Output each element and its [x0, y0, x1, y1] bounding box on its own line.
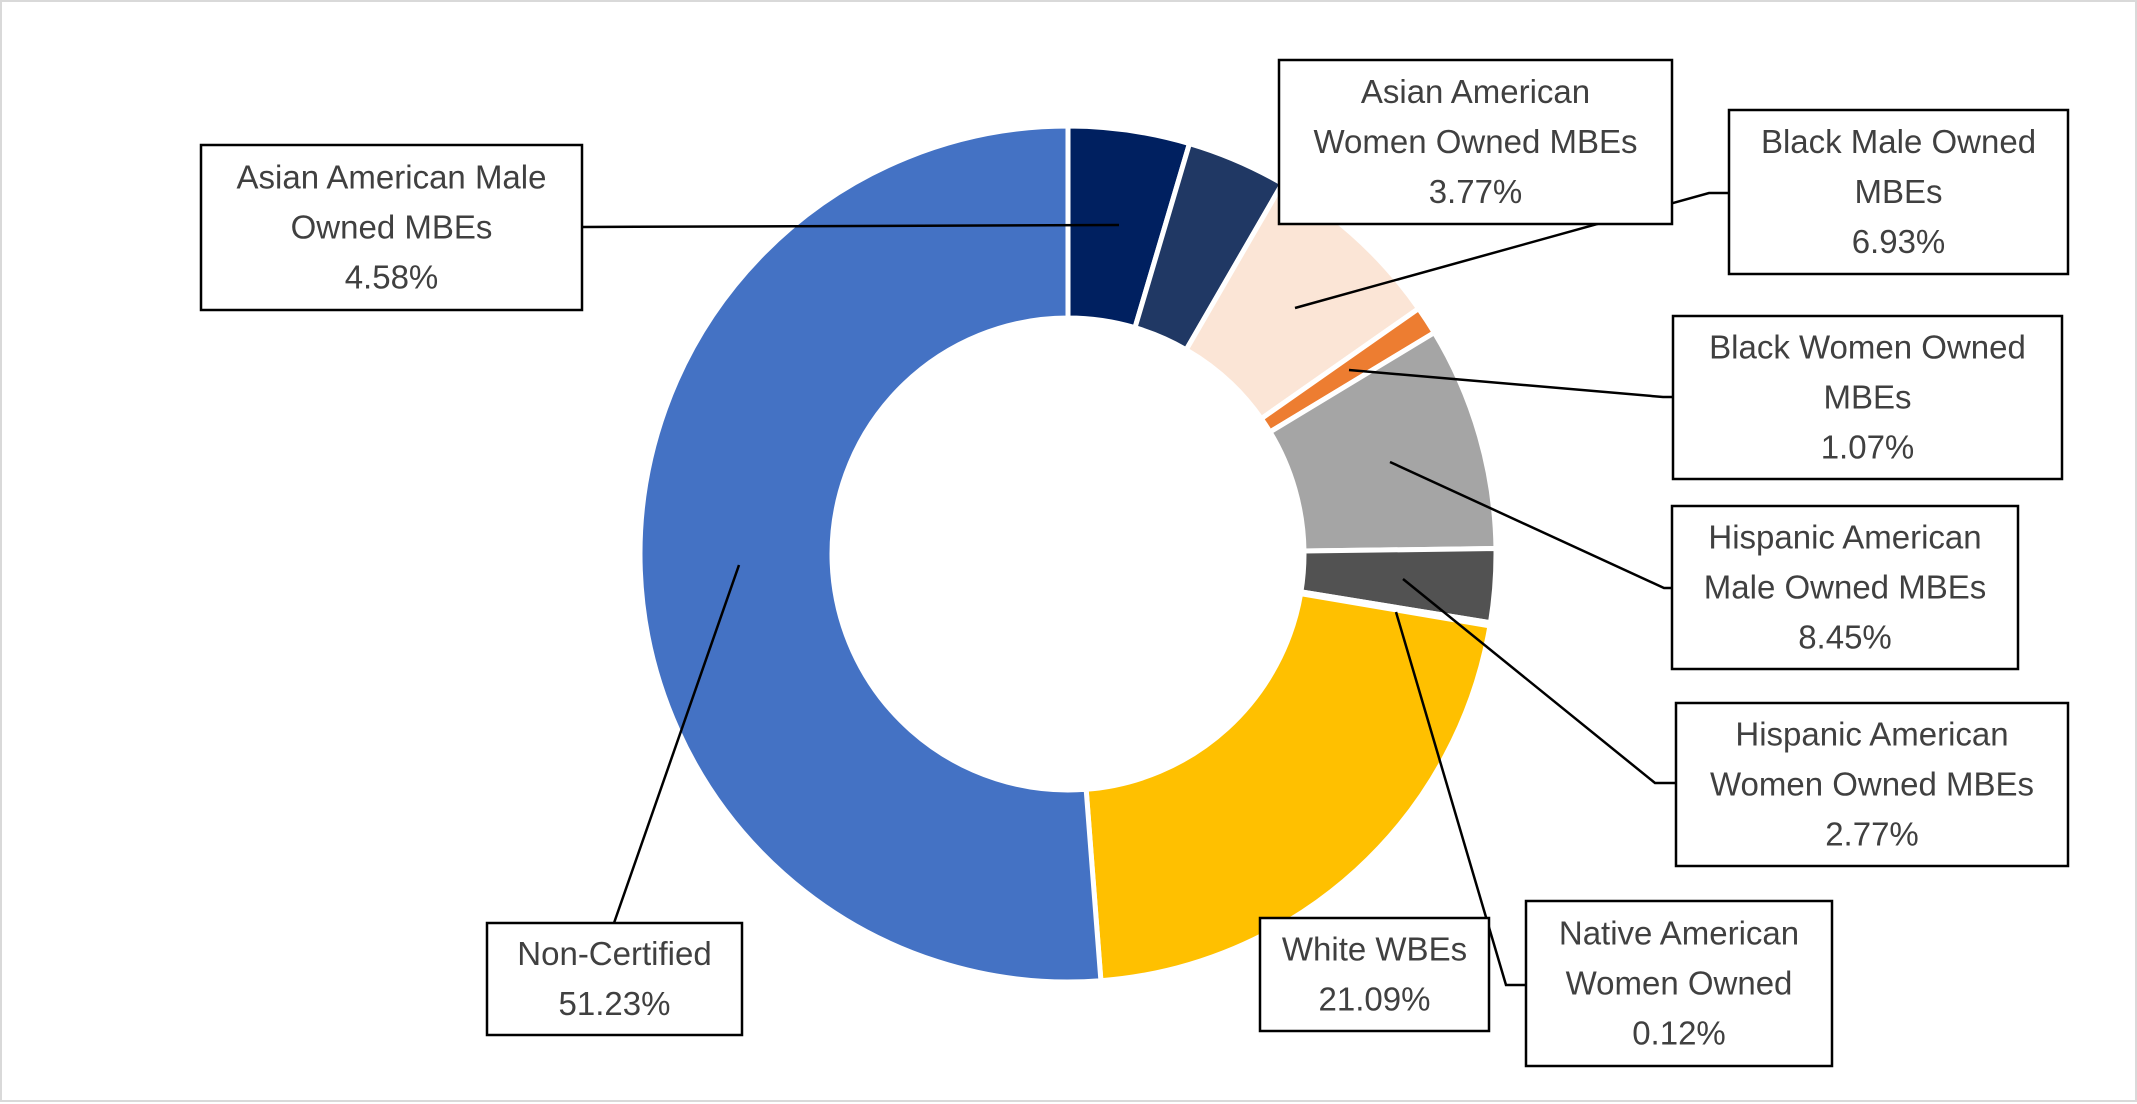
data-label-value: 0.12%	[1632, 1015, 1726, 1052]
data-label-value: 8.45%	[1798, 619, 1892, 656]
label-box	[1671, 314, 2064, 481]
data-label-category: Non-Certified	[517, 935, 711, 972]
data-label-category: Women Owned	[1566, 965, 1793, 1002]
leader-asian-american-male-owned-mbes	[581, 223, 1120, 229]
label-box	[1524, 899, 1834, 1068]
data-label-value: 3.77%	[1429, 173, 1523, 210]
data-label-value: 4.58%	[345, 259, 439, 296]
label-box	[1277, 58, 1674, 226]
label-box	[199, 143, 584, 312]
label-box	[1727, 108, 2070, 276]
label-box	[485, 921, 744, 1037]
leader-lines-group	[581, 191, 1729, 987]
data-label-category: Asian American Male	[237, 159, 547, 196]
data-label-category: Male Owned MBEs	[1704, 569, 1986, 606]
slice-white-wbes	[1083, 591, 1493, 984]
label-box	[1674, 701, 2070, 868]
label-white-wbes: White WBEs 21.09%	[1258, 916, 1491, 1033]
label-box	[1670, 504, 2020, 671]
slices-group	[637, 123, 1499, 985]
data-label-category: MBEs	[1854, 173, 1942, 210]
data-label-category: Women Owned MBEs	[1710, 766, 2034, 803]
label-hispanic-american-male-owned-mbes: Hispanic American Male Owned MBEs 8.45%	[1670, 504, 2020, 671]
data-label-category: Asian American	[1361, 73, 1590, 110]
label-box	[1258, 916, 1491, 1033]
data-label-value: 1.07%	[1821, 429, 1915, 466]
label-native-american-women-owned: Native American Women Owned 0.12%	[1524, 899, 1834, 1068]
data-label-category: Hispanic American	[1708, 519, 1981, 556]
leader-black-women-owned-mbes	[1348, 368, 1673, 399]
label-black-male-owned-mbes: Black Male Owned MBEs 6.93%	[1727, 108, 2070, 276]
leader-native-american-women-owned	[1394, 611, 1526, 987]
data-label-category: Women Owned MBEs	[1313, 123, 1637, 160]
data-label-value: 21.09%	[1319, 981, 1431, 1018]
data-label-category: Black Male Owned	[1761, 123, 2036, 160]
data-label-value: 51.23%	[559, 985, 671, 1022]
leader-hispanic-american-women-owned-mbes	[1402, 578, 1676, 785]
leader-black-male-owned-mbes	[1294, 191, 1729, 310]
data-label-value: 2.77%	[1825, 816, 1919, 853]
data-label-value: 6.93%	[1852, 223, 1946, 260]
label-black-women-owned-mbes: Black Women Owned MBEs 1.07%	[1671, 314, 2064, 481]
data-label-category: White WBEs	[1282, 931, 1467, 968]
label-asian-american-women-owned-mbes: Asian American Women Owned MBEs 3.77%	[1277, 58, 1674, 226]
data-label-category: MBEs	[1823, 379, 1911, 416]
data-label-category: Owned MBEs	[291, 209, 493, 246]
data-label-category: Native American	[1559, 915, 1799, 952]
label-non-certified: Non-Certified 51.23%	[485, 921, 744, 1037]
data-label-category: Black Women Owned	[1709, 329, 2026, 366]
label-asian-american-male-owned-mbes: Asian American Male Owned MBEs 4.58%	[199, 143, 584, 312]
leader-hispanic-american-male-owned-mbes	[1389, 460, 1672, 590]
slice-non-certified	[637, 123, 1104, 985]
data-label-category: Hispanic American	[1735, 716, 2008, 753]
leader-non-certified	[612, 564, 741, 924]
label-hispanic-american-women-owned-mbes: Hispanic American Women Owned MBEs 2.77%	[1674, 701, 2070, 868]
